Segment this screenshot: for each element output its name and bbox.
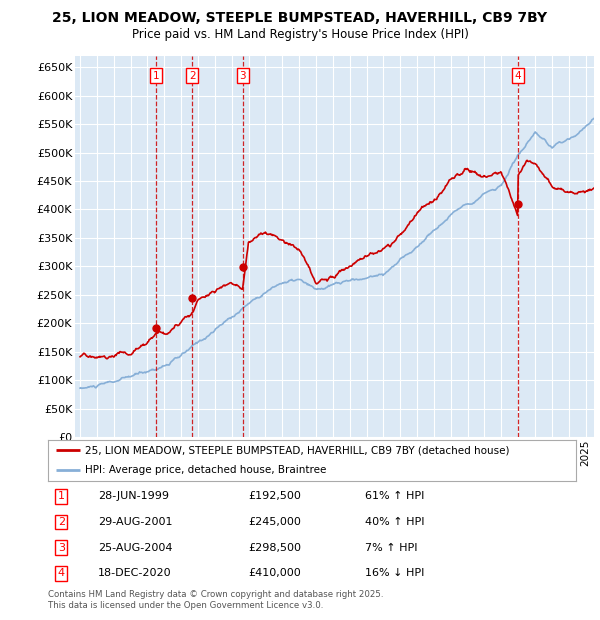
Text: 16% ↓ HPI: 16% ↓ HPI — [365, 568, 424, 578]
Text: 25, LION MEADOW, STEEPLE BUMPSTEAD, HAVERHILL, CB9 7BY: 25, LION MEADOW, STEEPLE BUMPSTEAD, HAVE… — [52, 11, 548, 25]
Text: £410,000: £410,000 — [248, 568, 301, 578]
Text: 18-DEC-2020: 18-DEC-2020 — [98, 568, 172, 578]
Text: 3: 3 — [239, 71, 246, 81]
Text: Price paid vs. HM Land Registry's House Price Index (HPI): Price paid vs. HM Land Registry's House … — [131, 28, 469, 41]
Text: 25-AUG-2004: 25-AUG-2004 — [98, 542, 173, 552]
Text: 2: 2 — [58, 517, 65, 527]
Text: Contains HM Land Registry data © Crown copyright and database right 2025.
This d: Contains HM Land Registry data © Crown c… — [48, 590, 383, 609]
Text: 40% ↑ HPI: 40% ↑ HPI — [365, 517, 424, 527]
Text: 4: 4 — [514, 71, 521, 81]
Text: 61% ↑ HPI: 61% ↑ HPI — [365, 492, 424, 502]
Text: 1: 1 — [58, 492, 65, 502]
Text: 1: 1 — [152, 71, 159, 81]
Text: 25, LION MEADOW, STEEPLE BUMPSTEAD, HAVERHILL, CB9 7BY (detached house): 25, LION MEADOW, STEEPLE BUMPSTEAD, HAVE… — [85, 445, 509, 455]
Text: 2: 2 — [189, 71, 196, 81]
Text: £192,500: £192,500 — [248, 492, 302, 502]
Text: 4: 4 — [58, 568, 65, 578]
Text: 29-AUG-2001: 29-AUG-2001 — [98, 517, 173, 527]
Text: £245,000: £245,000 — [248, 517, 302, 527]
Text: 7% ↑ HPI: 7% ↑ HPI — [365, 542, 418, 552]
Text: 3: 3 — [58, 542, 65, 552]
Text: £298,500: £298,500 — [248, 542, 302, 552]
Text: 28-JUN-1999: 28-JUN-1999 — [98, 492, 169, 502]
Text: HPI: Average price, detached house, Braintree: HPI: Average price, detached house, Brai… — [85, 466, 326, 476]
